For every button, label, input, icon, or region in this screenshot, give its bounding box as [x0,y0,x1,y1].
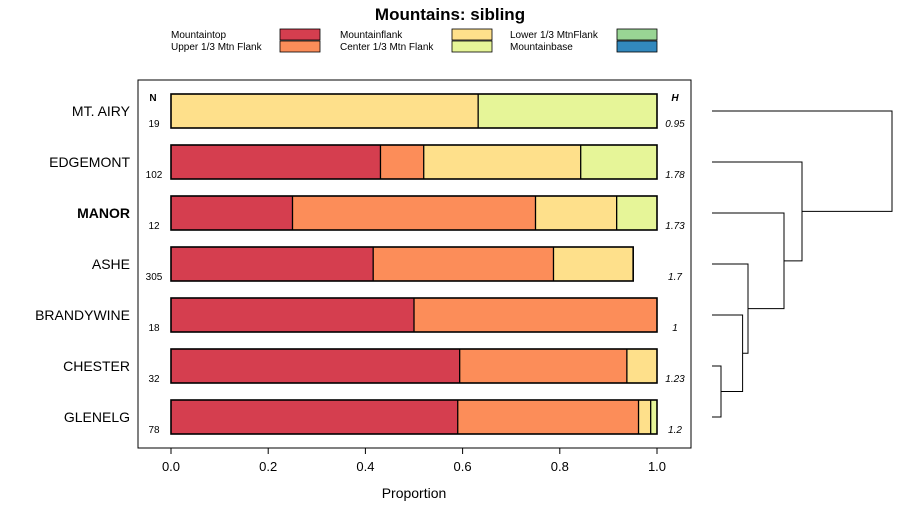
dendrogram-branch [712,161,803,262]
bar-segment [650,400,657,434]
n-value: 32 [148,374,160,385]
h-column-header: H [671,93,679,104]
x-axis-title: Proportion [382,485,447,501]
category-label: GLENELG [64,409,130,425]
h-value: 1.7 [668,272,682,283]
bar-outline [170,399,658,435]
x-tick-label: 0.8 [551,459,569,474]
category-label: EDGEMONT [49,154,130,170]
bar-segment [478,94,657,128]
legend-swatch [279,40,321,53]
bar-group [170,246,634,282]
bar-segment [171,247,374,281]
h-value: 1 [672,323,678,334]
bar-group [170,399,658,435]
legend-label: Center 1/3 Mtn Flank [340,42,434,53]
legend-label: Mountaintop [171,30,226,41]
bar-segment [171,145,381,179]
bar-segment [616,196,657,230]
bar-segment [423,145,581,179]
bar-segment [414,298,657,332]
category-label: ASHE [92,256,130,272]
legend-swatch [451,28,493,41]
bar-segment [171,94,479,128]
legend-swatch [616,40,658,53]
legend-label: Lower 1/3 MtnFlank [510,30,599,41]
legend-label: Mountainflank [340,30,403,41]
legend-swatch [616,28,658,41]
category-label: MT. AIRY [72,103,131,119]
h-value: 1.73 [665,221,685,232]
h-value: 0.95 [665,119,685,130]
bar-segment [535,196,617,230]
x-tick-label: 1.0 [648,459,666,474]
dendrogram-branch [712,365,722,418]
n-value: 102 [146,170,163,181]
legend-swatch [451,40,493,53]
bar-segment [292,196,536,230]
bar-segment [373,247,554,281]
bar-group [170,195,658,231]
bar-segment [638,400,651,434]
n-column-header: N [149,93,156,104]
bars [170,93,658,435]
dendrogram-branch [712,314,744,392]
dendrogram [712,110,893,418]
bar-segment [580,145,657,179]
dendrogram-branch [712,110,893,212]
n-value: 305 [146,272,163,283]
x-axis: 0.0 0.2 0.4 0.6 0.8 1.0 [162,448,666,474]
n-value: 18 [148,323,160,334]
bar-segment [171,400,458,434]
x-tick-label: 0.2 [259,459,277,474]
bar-segment [553,247,634,281]
h-value: 1.23 [665,374,685,385]
chart-title: Mountains: sibling [375,5,525,24]
bar-segment [626,349,657,383]
bar-segment [457,400,639,434]
bar-segment [459,349,627,383]
n-value: 19 [148,119,160,130]
bar-outline [170,297,658,333]
bar-outline [170,348,658,384]
bar-outline [170,144,658,180]
x-tick-label: 0.0 [162,459,180,474]
legend-swatch [279,28,321,41]
legend-label: Mountainbase [510,42,573,53]
bar-group [170,93,658,129]
bar-group [170,144,658,180]
n-value: 12 [148,221,160,232]
h-value: 1.78 [665,170,685,181]
bar-outline [170,93,658,129]
bar-outline [170,246,634,282]
bar-segment [171,349,460,383]
bar-group [170,297,658,333]
plot-frame [137,79,692,449]
bar-outline [170,195,658,231]
bar-group [170,348,658,384]
legend-label: Upper 1/3 Mtn Flank [171,42,263,53]
n-value: 78 [148,425,160,436]
bar-segment [171,298,414,332]
category-label: CHESTER [63,358,130,374]
bar-segment [380,145,424,179]
category-label: BRANDYWINE [35,307,130,323]
bar-segment [171,196,293,230]
x-tick-label: 0.4 [356,459,374,474]
h-value: 1.2 [668,425,682,436]
x-tick-label: 0.6 [454,459,472,474]
category-label: MANOR [77,205,130,221]
